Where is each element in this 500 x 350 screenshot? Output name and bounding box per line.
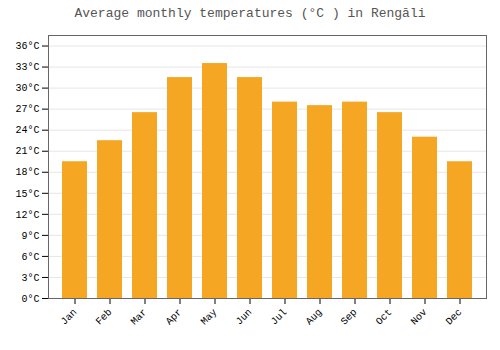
svg-text:Oct: Oct <box>374 307 395 328</box>
svg-text:27°C: 27°C <box>15 104 39 115</box>
svg-text:30°C: 30°C <box>15 83 39 94</box>
svg-text:21°C: 21°C <box>15 146 39 157</box>
svg-text:Jul: Jul <box>269 307 290 328</box>
svg-text:Nov: Nov <box>409 307 430 328</box>
svg-text:Mar: Mar <box>129 307 150 328</box>
svg-text:Dec: Dec <box>444 307 465 328</box>
svg-text:15°C: 15°C <box>15 189 39 200</box>
html-text:Average monthly temperatures (: Average monthly temperatures (°C ) in Re… <box>74 6 426 21</box>
svg-text:Jun: Jun <box>234 307 255 328</box>
svg-text:9°C: 9°C <box>21 231 39 242</box>
svg-text:3°C: 3°C <box>21 273 39 284</box>
svg-text:Apr: Apr <box>164 307 185 328</box>
svg-text:33°C: 33°C <box>15 62 39 73</box>
svg-text:Aug: Aug <box>304 307 325 328</box>
svg-text:36°C: 36°C <box>15 41 39 52</box>
svg-text:6°C: 6°C <box>21 252 39 263</box>
svg-text:18°C: 18°C <box>15 167 39 178</box>
svg-text:Feb: Feb <box>94 307 115 328</box>
svg-text:May: May <box>199 307 220 328</box>
svg-text:Sep: Sep <box>339 307 360 328</box>
svg-text:Jan: Jan <box>59 307 80 328</box>
svg-text:0°C: 0°C <box>21 294 39 305</box>
svg-text:12°C: 12°C <box>15 210 39 221</box>
svg-text:24°C: 24°C <box>15 125 39 136</box>
